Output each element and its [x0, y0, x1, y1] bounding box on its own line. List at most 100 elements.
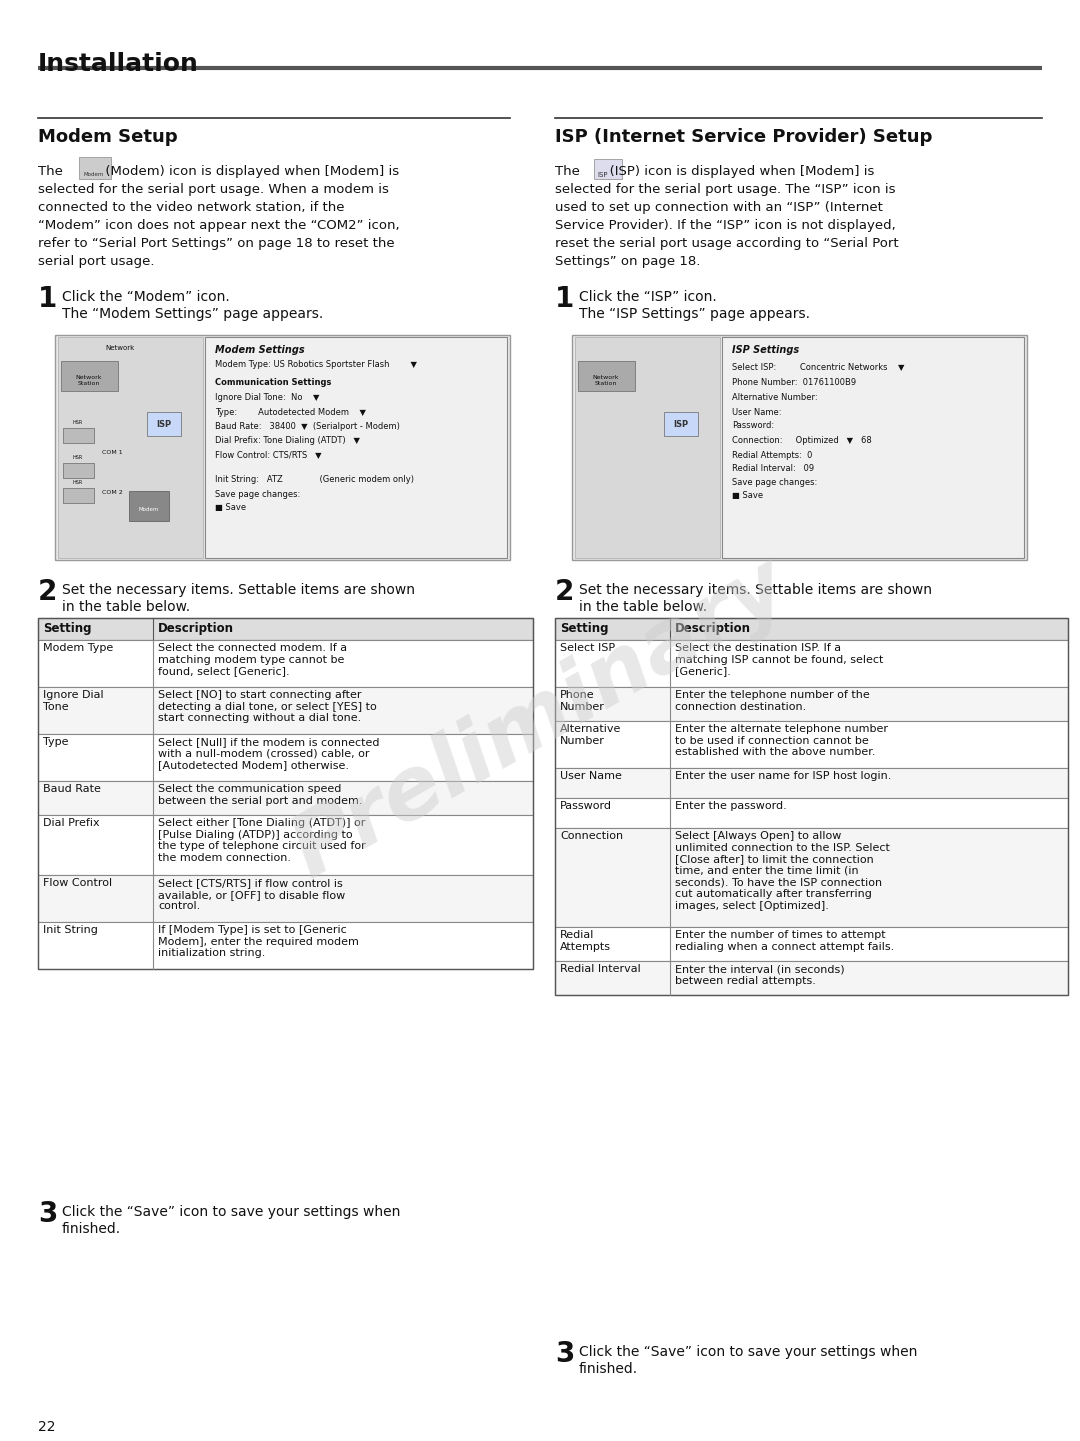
Text: Enter the interval (in seconds)
between redial attempts.: Enter the interval (in seconds) between … [675, 964, 845, 986]
Text: Click the “Save” icon to save your settings when: Click the “Save” icon to save your setti… [579, 1344, 917, 1359]
Text: Set the necessary items. Settable items are shown: Set the necessary items. Settable items … [579, 584, 932, 597]
Text: The “Modem Settings” page appears.: The “Modem Settings” page appears. [62, 307, 323, 321]
Text: Type: Type [43, 736, 68, 746]
Text: Enter the telephone number of the
connection destination.: Enter the telephone number of the connec… [675, 690, 869, 712]
Text: Enter the alternate telephone number
to be used if connection cannot be
establis: Enter the alternate telephone number to … [675, 723, 888, 757]
Text: Select the communication speed
between the serial port and modem.: Select the communication speed between t… [158, 784, 363, 806]
Text: Password:: Password: [732, 421, 774, 429]
Text: “Modem” icon does not appear next the “COM2” icon,: “Modem” icon does not appear next the “C… [38, 219, 400, 232]
Text: Network
Station: Network Station [593, 375, 619, 386]
Text: Phone Number:  01761100B9: Phone Number: 01761100B9 [732, 378, 856, 388]
Bar [38, 733, 534, 781]
Text: Setting: Setting [43, 623, 92, 635]
Text: Save page changes:: Save page changes: [732, 478, 818, 487]
Text: Redial Interval:   09: Redial Interval: 09 [732, 464, 814, 473]
Text: finished.: finished. [579, 1362, 638, 1376]
Text: Modem: Modem [139, 507, 159, 512]
Bar [555, 961, 1068, 994]
Bar [38, 618, 534, 640]
Bar [38, 781, 534, 816]
Text: Password: Password [561, 801, 612, 811]
Text: ■ Save: ■ Save [732, 491, 764, 500]
Text: Baud Rate: Baud Rate [43, 784, 100, 794]
FancyBboxPatch shape [79, 157, 111, 179]
Bar [38, 687, 534, 733]
Text: 3: 3 [555, 1340, 575, 1368]
FancyBboxPatch shape [723, 337, 1024, 558]
FancyBboxPatch shape [594, 159, 622, 179]
Text: ISP: ISP [157, 419, 172, 429]
Bar [555, 640, 1068, 687]
Text: User Name:: User Name: [732, 408, 782, 416]
Text: Modem: Modem [84, 171, 105, 177]
Text: Preliminary: Preliminary [278, 545, 802, 895]
Text: in the table below.: in the table below. [579, 599, 707, 614]
Text: Phone
Number: Phone Number [561, 690, 605, 712]
Text: Init String:   ATZ              (Generic modem only): Init String: ATZ (Generic modem only) [215, 476, 414, 484]
Text: Set the necessary items. Settable items are shown: Set the necessary items. Settable items … [62, 584, 415, 597]
Text: COM 2: COM 2 [102, 490, 122, 496]
Bar [555, 618, 1068, 994]
Text: The          (Modem) icon is displayed when [Modem] is: The (Modem) icon is displayed when [Mode… [38, 166, 400, 179]
Text: Modem Setup: Modem Setup [38, 128, 177, 146]
Text: ISP: ISP [597, 171, 607, 179]
Text: finished.: finished. [62, 1222, 121, 1236]
FancyBboxPatch shape [63, 487, 94, 503]
Text: Modem Type: US Robotics Sportster Flash        ▼: Modem Type: US Robotics Sportster Flash … [215, 360, 417, 369]
Text: Redial
Attempts: Redial Attempts [561, 929, 611, 951]
Text: Ignore Dial Tone:  No    ▼: Ignore Dial Tone: No ▼ [215, 393, 320, 402]
Text: Select the connected modem. If a
matching modem type cannot be
found, select [Ge: Select the connected modem. If a matchin… [158, 643, 347, 676]
Text: User Name: User Name [561, 771, 622, 781]
Text: Service Provider). If the “ISP” icon is not displayed,: Service Provider). If the “ISP” icon is … [555, 219, 895, 232]
FancyBboxPatch shape [205, 337, 507, 558]
Bar [555, 829, 1068, 927]
Text: Redial Interval: Redial Interval [561, 964, 640, 974]
Text: Enter the number of times to attempt
redialing when a connect attempt fails.: Enter the number of times to attempt red… [675, 929, 894, 951]
Text: Type:        Autodetected Modem    ▼: Type: Autodetected Modem ▼ [215, 408, 366, 416]
Text: Save page changes:: Save page changes: [215, 490, 300, 499]
Text: Click the “Save” icon to save your settings when: Click the “Save” icon to save your setti… [62, 1205, 401, 1219]
Text: ISP (Internet Service Provider) Setup: ISP (Internet Service Provider) Setup [555, 128, 932, 146]
Text: The       (ISP) icon is displayed when [Modem] is: The (ISP) icon is displayed when [Modem]… [555, 166, 875, 179]
FancyBboxPatch shape [129, 491, 168, 522]
Text: ISP Settings: ISP Settings [732, 344, 799, 354]
FancyBboxPatch shape [60, 362, 118, 391]
Text: refer to “Serial Port Settings” on page 18 to reset the: refer to “Serial Port Settings” on page … [38, 236, 394, 249]
Text: Ignore Dial
Tone: Ignore Dial Tone [43, 690, 104, 712]
Bar [555, 798, 1068, 829]
Bar [555, 768, 1068, 798]
Text: Description: Description [675, 623, 751, 635]
Text: 22: 22 [38, 1419, 55, 1434]
Text: Dial Prefix: Tone Dialing (ATDT)   ▼: Dial Prefix: Tone Dialing (ATDT) ▼ [215, 437, 360, 445]
Text: Communication Settings: Communication Settings [215, 378, 332, 388]
Text: Baud Rate:   38400  ▼  (Serialport - Modem): Baud Rate: 38400 ▼ (Serialport - Modem) [215, 422, 400, 431]
Text: 2: 2 [38, 578, 57, 607]
Text: in the table below.: in the table below. [62, 599, 190, 614]
Bar [38, 618, 534, 968]
Text: Modem Settings: Modem Settings [215, 344, 305, 354]
Text: connected to the video network station, if the: connected to the video network station, … [38, 200, 345, 215]
Text: Connection: Connection [561, 831, 623, 842]
Bar [555, 618, 1068, 640]
Bar [38, 875, 534, 922]
Text: The “ISP Settings” page appears.: The “ISP Settings” page appears. [579, 307, 810, 321]
Text: Flow Control: CTS/RTS   ▼: Flow Control: CTS/RTS ▼ [215, 450, 322, 460]
Text: Modem Type: Modem Type [43, 643, 113, 653]
Text: Enter the password.: Enter the password. [675, 801, 786, 811]
FancyBboxPatch shape [58, 337, 203, 558]
Bar [38, 922, 534, 968]
Text: ■ Save: ■ Save [215, 503, 246, 512]
Bar [38, 816, 534, 875]
FancyBboxPatch shape [63, 463, 94, 477]
Text: selected for the serial port usage. When a modem is: selected for the serial port usage. When… [38, 183, 389, 196]
Text: 3: 3 [38, 1200, 57, 1228]
Text: 1: 1 [555, 285, 575, 313]
Text: Select the destination ISP. If a
matching ISP cannot be found, select
[Generic].: Select the destination ISP. If a matchin… [675, 643, 883, 676]
Text: Enter the user name for ISP host login.: Enter the user name for ISP host login. [675, 771, 891, 781]
FancyBboxPatch shape [55, 334, 510, 561]
Text: serial port usage.: serial port usage. [38, 255, 154, 268]
Text: Select [Always Open] to allow
unlimited connection to the ISP. Select
[Close aft: Select [Always Open] to allow unlimited … [675, 831, 890, 911]
Text: Description: Description [158, 623, 234, 635]
FancyBboxPatch shape [578, 362, 635, 391]
FancyBboxPatch shape [147, 412, 181, 437]
